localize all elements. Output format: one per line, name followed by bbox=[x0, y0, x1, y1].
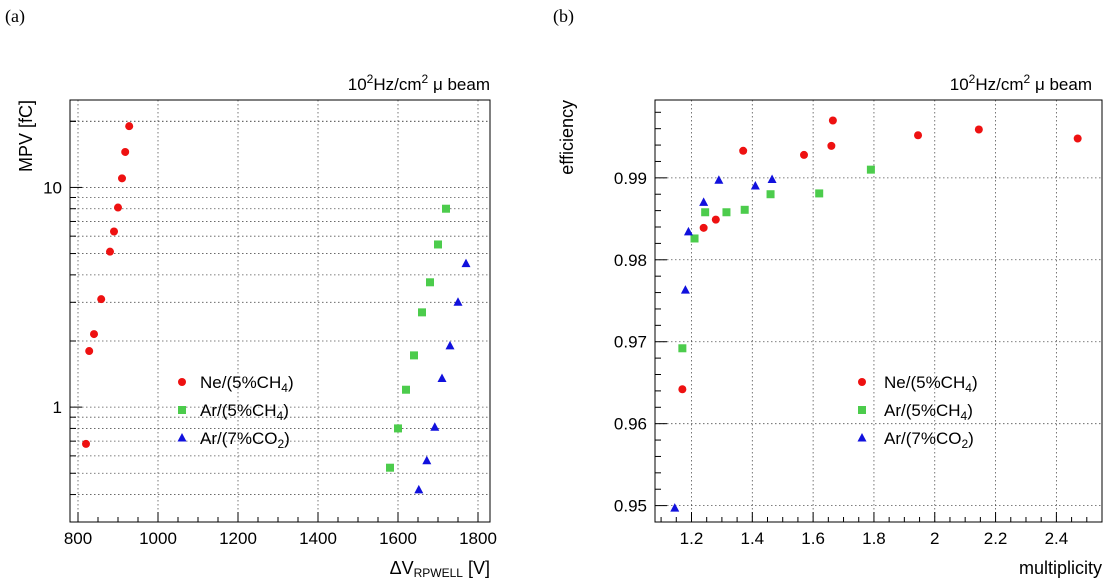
data-point bbox=[426, 278, 434, 287]
legend-label: Ne/(5%CH4) bbox=[884, 373, 978, 395]
data-point bbox=[394, 424, 402, 433]
data-point bbox=[680, 285, 690, 294]
legend-marker bbox=[858, 406, 866, 414]
legend-label: Ne/(5%CH4) bbox=[200, 373, 294, 395]
data-point bbox=[461, 258, 471, 268]
data-point bbox=[699, 223, 708, 232]
y-tick-label: 0.95 bbox=[614, 497, 647, 516]
chart-title-b: 102Hz/cm2 μ beam bbox=[950, 72, 1092, 94]
data-point bbox=[121, 147, 130, 156]
data-point bbox=[722, 208, 731, 217]
legend-marker bbox=[177, 433, 187, 442]
data-point bbox=[683, 226, 693, 236]
data-point bbox=[711, 215, 720, 224]
x-tick-label: 1.8 bbox=[862, 529, 886, 548]
x-tick-label: 2 bbox=[930, 529, 939, 548]
data-point bbox=[678, 344, 687, 353]
data-point bbox=[442, 204, 450, 213]
data-point bbox=[82, 439, 90, 448]
y-axis-label-a: MPV [fC] bbox=[16, 100, 36, 172]
legend-label: Ar/(7%CO2) bbox=[200, 429, 290, 451]
data-point bbox=[118, 174, 126, 183]
data-point bbox=[701, 208, 710, 217]
x-tick-label: 1800 bbox=[459, 529, 497, 548]
legend-label: Ar/(7%CO2) bbox=[884, 429, 974, 451]
data-point bbox=[110, 227, 118, 236]
data-point bbox=[766, 190, 775, 199]
y-tick-label: 0.98 bbox=[614, 251, 647, 270]
legend-label: Ar/(5%CH4) bbox=[884, 401, 973, 423]
x-axis-label-b: multiplicity bbox=[1019, 558, 1102, 578]
panel-label-a: (a) bbox=[5, 6, 25, 27]
data-point bbox=[974, 125, 983, 134]
data-point bbox=[437, 373, 447, 382]
data-point bbox=[1073, 134, 1082, 143]
legend-label: Ar/(5%CH4) bbox=[200, 401, 289, 423]
data-point bbox=[453, 297, 463, 306]
data-point bbox=[434, 240, 442, 249]
data-point bbox=[402, 385, 410, 394]
data-point bbox=[106, 247, 114, 256]
plot-frame-b bbox=[654, 99, 1103, 523]
x-axis-label-a: ΔVRPWELL [V] bbox=[390, 558, 490, 580]
chart-title-a: 102Hz/cm2 μ beam bbox=[348, 72, 490, 94]
data-point bbox=[418, 308, 426, 317]
data-point bbox=[914, 131, 923, 140]
data-point bbox=[85, 347, 94, 356]
x-tick-label: 1200 bbox=[219, 529, 257, 548]
x-tick-label: 2.2 bbox=[984, 529, 1008, 548]
y-axis-label-b: efficiency bbox=[557, 100, 577, 175]
data-point bbox=[90, 330, 98, 339]
legend-marker bbox=[857, 433, 867, 442]
data-point bbox=[410, 351, 418, 360]
data-point bbox=[827, 141, 836, 150]
data-point bbox=[670, 503, 680, 512]
data-point bbox=[690, 234, 699, 243]
y-tick-label: 0.99 bbox=[614, 169, 647, 188]
data-point bbox=[800, 150, 808, 159]
legend-marker bbox=[858, 378, 866, 386]
data-point bbox=[699, 197, 709, 206]
data-point bbox=[815, 189, 824, 198]
data-point bbox=[414, 484, 424, 494]
data-point bbox=[740, 205, 749, 214]
chart-b: (b) 102Hz/cm2 μ beam 1.2 1.4 1.6 1.8 2 2.2 2.4 0.… bbox=[553, 6, 1103, 578]
chart-a: (a) 102Hz/cm2 μ beam 800 1000 1200 1400 1600 18… bbox=[5, 6, 497, 580]
y-tick-label: 0.97 bbox=[614, 333, 647, 352]
data-point bbox=[739, 146, 748, 155]
data-point bbox=[828, 116, 837, 125]
data-point bbox=[386, 463, 394, 472]
data-point bbox=[866, 165, 875, 174]
x-tick-label: 2.4 bbox=[1045, 529, 1069, 548]
data-point bbox=[445, 340, 455, 350]
y-tick-label: 0.96 bbox=[614, 415, 647, 434]
x-tick-label: 1.4 bbox=[740, 529, 764, 548]
y-tick-label: 10 bbox=[43, 178, 62, 197]
data-point bbox=[422, 455, 432, 465]
x-tick-label: 800 bbox=[64, 529, 92, 548]
legend-marker bbox=[178, 378, 186, 386]
data-point bbox=[97, 295, 106, 304]
x-tick-label: 1.6 bbox=[801, 529, 825, 548]
plot-frame-a bbox=[69, 99, 491, 523]
panel-label-b: (b) bbox=[553, 6, 574, 27]
data-point bbox=[114, 203, 122, 212]
data-point bbox=[125, 122, 134, 131]
x-tick-label: 1600 bbox=[379, 529, 417, 548]
x-tick-label: 1000 bbox=[139, 529, 177, 548]
data-point bbox=[767, 174, 777, 183]
data-point bbox=[678, 385, 687, 394]
legend-marker bbox=[178, 406, 186, 414]
data-point bbox=[750, 181, 760, 190]
data-point bbox=[430, 422, 440, 431]
y-tick-label: 1 bbox=[53, 398, 62, 417]
x-tick-label: 1400 bbox=[299, 529, 337, 548]
x-tick-label: 1.2 bbox=[680, 529, 704, 548]
data-point bbox=[714, 175, 724, 184]
